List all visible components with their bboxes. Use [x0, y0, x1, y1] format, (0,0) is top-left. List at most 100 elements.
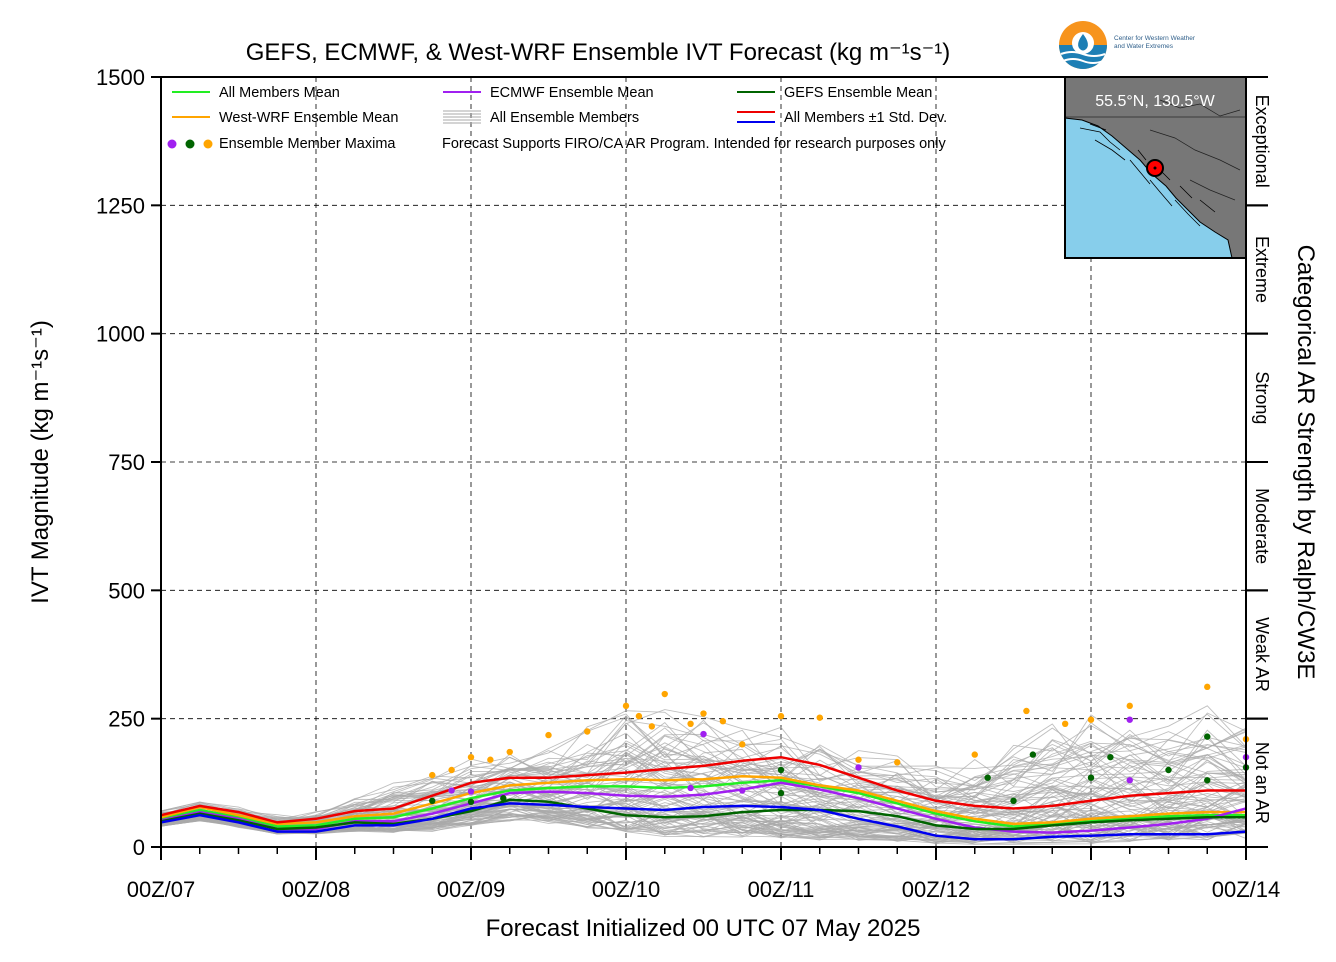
maxima-point [635, 712, 643, 720]
y-tick-label: 1250 [96, 193, 145, 218]
legend-note: Forecast Supports FIRO/CA AR Program. In… [442, 136, 946, 152]
x-tick-label: 00Z/13 [1057, 877, 1126, 902]
legend-label: All Ensemble Members [490, 110, 639, 126]
y-tick-label: 250 [108, 707, 145, 732]
plot-area [160, 76, 1250, 848]
maxima-point [500, 795, 507, 802]
maxima-point [429, 771, 436, 779]
maxima-point [700, 710, 707, 717]
category-label: Not an AR [1252, 742, 1272, 824]
maxima-point [971, 751, 978, 758]
y-axis: 0 250 500 750 1000 1250 1500 [96, 65, 161, 860]
maxima-point [777, 712, 785, 720]
y-tick-label: 1500 [96, 65, 145, 90]
ensemble-member-line [160, 742, 1247, 826]
maxima-point [855, 756, 862, 763]
maxima-point [1061, 720, 1069, 727]
category-label: Moderate [1252, 488, 1272, 564]
maxima-point [739, 787, 746, 794]
maxima-point [448, 766, 455, 774]
maxima-point [506, 748, 513, 756]
maxima-point [661, 690, 668, 698]
maxima-point [1165, 766, 1172, 774]
maxima-point [1204, 777, 1211, 784]
legend-label: ECMWF Ensemble Mean [490, 85, 654, 101]
maxima-point [984, 774, 991, 781]
series-line [160, 779, 1246, 828]
ensemble-member-line [160, 722, 1247, 825]
maxima-point [687, 784, 694, 792]
inset-map: 55.5°N, 130.5°W [1064, 76, 1247, 259]
y-axis-label: IVT Magnitude (kg m⁻¹s⁻¹) [27, 320, 54, 604]
map-coastline [1079, 123, 1216, 227]
ensemble-maxima [429, 683, 1250, 806]
map-frame [1064, 76, 1247, 259]
maxima-point [1204, 733, 1211, 740]
maxima-point [1023, 707, 1030, 715]
cw3e-logo: Center for Western Weather and Water Ext… [1059, 21, 1196, 69]
ensemble-member-line [160, 735, 1247, 826]
x-tick-label: 00Z/08 [282, 877, 351, 902]
x-tick-label: 00Z/11 [748, 877, 815, 902]
ensemble-member-line [160, 815, 1247, 845]
x-tick-label: 00Z/10 [592, 877, 661, 902]
map-borders [1149, 99, 1241, 201]
maxima-point [1204, 683, 1211, 691]
maxima-point [429, 797, 436, 804]
series-lines [160, 755, 1247, 841]
legend-label: Ensemble Member Maxima [219, 136, 396, 152]
x-tick-label: 00Z/09 [437, 877, 506, 902]
y-tick-label: 500 [108, 578, 145, 603]
maxima-point [648, 723, 656, 730]
ensemble-member-line [160, 739, 1247, 824]
ensemble-member-line [160, 713, 1247, 824]
maxima-point [1087, 774, 1095, 781]
category-label: Extreme [1252, 236, 1272, 303]
legend-swatch-std-dev [737, 111, 775, 123]
maxima-point [545, 731, 552, 739]
ensemble-member-line [160, 760, 1247, 825]
maxima-point [1107, 753, 1114, 761]
maxima-point [687, 720, 694, 727]
maxima-point [894, 759, 901, 766]
maxima-point [1029, 751, 1037, 758]
category-label: Strong [1252, 371, 1272, 424]
x-axis-label: Forecast Initialized 00 UTC 07 May 2025 [486, 915, 921, 942]
maxima-point [584, 728, 591, 735]
category-axis: Not an AR Weak AR Moderate Strong Extreme Exc… [1245, 76, 1272, 848]
ensemble-member-line [160, 722, 1247, 819]
maxima-point [467, 798, 475, 806]
legend-label: All Members Mean [219, 85, 340, 101]
maxima-point [467, 753, 475, 761]
x-tick-label: 00Z/07 [127, 877, 196, 902]
maxima-point [1010, 797, 1017, 804]
maxima-point [1126, 702, 1133, 710]
maxima-point [777, 789, 785, 797]
maxima-point [700, 730, 707, 738]
series-line [160, 802, 1247, 841]
location-dot-icon [1153, 166, 1157, 170]
category-label: Exceptional [1252, 95, 1272, 188]
y-tick-label: 1000 [96, 322, 145, 347]
x-axis: 00Z/07 00Z/08 00Z/09 00Z/10 00Z/11 00Z/12 00Z/… [127, 847, 1281, 902]
maxima-point [855, 764, 862, 771]
maxima-point [1087, 716, 1095, 723]
x-tick-label: 00Z/14 [1212, 877, 1281, 902]
legend-label: GEFS Ensemble Mean [784, 85, 932, 101]
maxima-point [487, 756, 494, 763]
maxima-point [1126, 777, 1133, 784]
maxima-point [816, 714, 823, 721]
maxima-point [777, 766, 785, 774]
legend-swatch-maxima [167, 139, 213, 149]
series-line [160, 774, 1246, 826]
maxima-point [739, 741, 746, 748]
category-label: Weak AR [1252, 617, 1272, 692]
x-tick-label: 00Z/12 [902, 877, 971, 902]
maxima-point [622, 702, 630, 710]
legend-label: All Members ±1 Std. Dev. [784, 110, 947, 126]
series-line [160, 798, 1246, 831]
map-location-label: 55.5°N, 130.5°W [1095, 93, 1215, 110]
maxima-point [448, 787, 455, 794]
logo-text-line2: and Water Extremes [1114, 43, 1174, 50]
